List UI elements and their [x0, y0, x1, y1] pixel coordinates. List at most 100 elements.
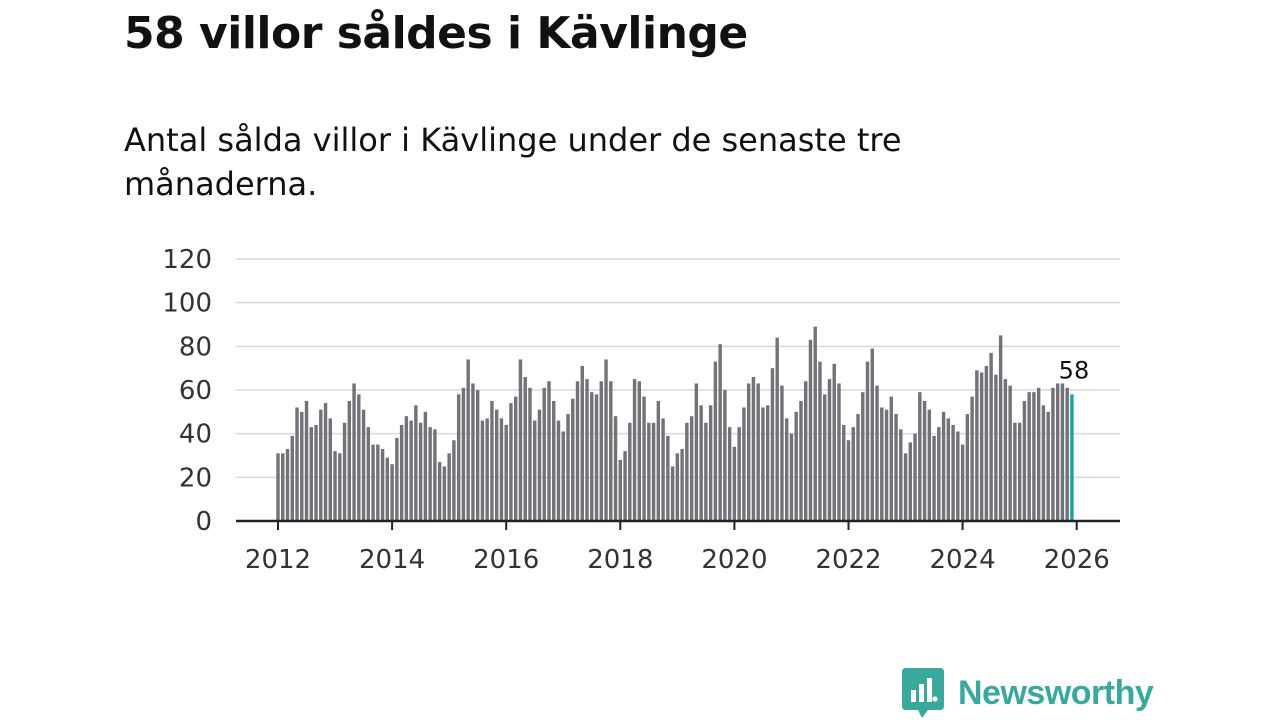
bar	[380, 448, 385, 521]
bar	[385, 457, 390, 521]
bar	[366, 427, 371, 521]
bar	[571, 398, 575, 521]
y-tick-label-0: 0	[195, 507, 212, 537]
bar	[908, 442, 913, 521]
bar	[727, 427, 732, 521]
data-label-latest: 58	[1059, 356, 1090, 384]
bar	[494, 409, 499, 521]
y-tick-label-20: 20	[179, 463, 212, 493]
bar	[609, 381, 613, 521]
bar	[1036, 387, 1041, 521]
bar	[922, 400, 927, 521]
bar	[456, 394, 461, 521]
y-tick-label-40: 40	[179, 420, 212, 450]
bar	[956, 431, 960, 521]
x-tick-label-2016: 2016	[473, 545, 539, 575]
bar	[756, 383, 760, 521]
bar	[880, 407, 884, 521]
bar	[823, 394, 827, 521]
x-tick-label-2020: 2020	[701, 545, 767, 575]
bar	[1008, 385, 1012, 521]
bar	[490, 400, 494, 521]
chart-title: 58 villor såldes i Kävlinge	[124, 8, 748, 59]
bar	[689, 416, 694, 521]
bar	[338, 453, 342, 521]
bar	[813, 326, 817, 521]
bar	[789, 433, 794, 521]
bar	[295, 407, 299, 521]
bar	[723, 390, 727, 521]
y-tick-label-80: 80	[179, 332, 212, 362]
bar	[842, 424, 846, 521]
bar	[594, 394, 599, 521]
bar	[352, 383, 356, 521]
bar	[333, 451, 337, 521]
bar	[276, 453, 280, 521]
bar	[485, 418, 489, 521]
bar	[732, 446, 737, 521]
bar	[960, 444, 965, 521]
bar	[784, 418, 789, 521]
bar-highlight	[1070, 394, 1074, 521]
x-tick-label-2024: 2024	[930, 545, 996, 575]
bar	[414, 405, 418, 521]
bar	[290, 435, 294, 521]
bar	[799, 400, 803, 521]
bar	[442, 466, 447, 521]
y-tick-label-60: 60	[179, 376, 212, 406]
bar	[585, 379, 589, 521]
bar	[846, 440, 851, 521]
bar	[342, 422, 347, 521]
bar	[918, 392, 922, 521]
bar	[818, 361, 822, 521]
bar	[704, 422, 708, 521]
bar	[580, 365, 584, 521]
bar	[746, 383, 751, 521]
bar	[314, 424, 318, 521]
bar	[604, 359, 608, 521]
brand-footer: Newsworthy	[902, 668, 1154, 718]
bar	[361, 409, 366, 521]
bar	[761, 407, 765, 521]
bar	[699, 405, 703, 521]
bar	[647, 422, 651, 521]
bar	[304, 400, 309, 521]
bar	[675, 453, 680, 521]
bar	[737, 427, 741, 521]
bar	[423, 411, 428, 521]
bar	[542, 387, 546, 521]
bar	[480, 420, 485, 521]
bar	[371, 444, 375, 521]
bar	[837, 383, 841, 521]
bar	[984, 365, 989, 521]
bar	[994, 374, 998, 521]
bar	[409, 420, 413, 521]
bar	[1032, 392, 1036, 521]
bar	[1060, 383, 1065, 521]
bar	[856, 414, 860, 521]
bar	[903, 453, 908, 521]
bar	[913, 433, 917, 521]
bar	[347, 400, 352, 521]
bar	[780, 385, 784, 521]
bar	[504, 424, 508, 521]
bar	[390, 464, 394, 521]
bar	[765, 405, 770, 521]
bar	[357, 394, 361, 521]
bar	[552, 400, 556, 521]
bar	[1065, 387, 1069, 521]
bar	[889, 396, 893, 521]
bar	[618, 459, 623, 521]
bar	[989, 352, 993, 521]
bar	[827, 379, 832, 521]
bar	[770, 368, 775, 521]
bar	[452, 440, 456, 521]
bar	[965, 414, 970, 521]
bar	[1027, 392, 1031, 521]
bar	[1003, 379, 1008, 521]
bar	[471, 383, 475, 521]
bar	[323, 403, 328, 521]
data-labels: 58	[1059, 356, 1090, 384]
bar	[894, 414, 898, 521]
bar	[951, 424, 955, 521]
